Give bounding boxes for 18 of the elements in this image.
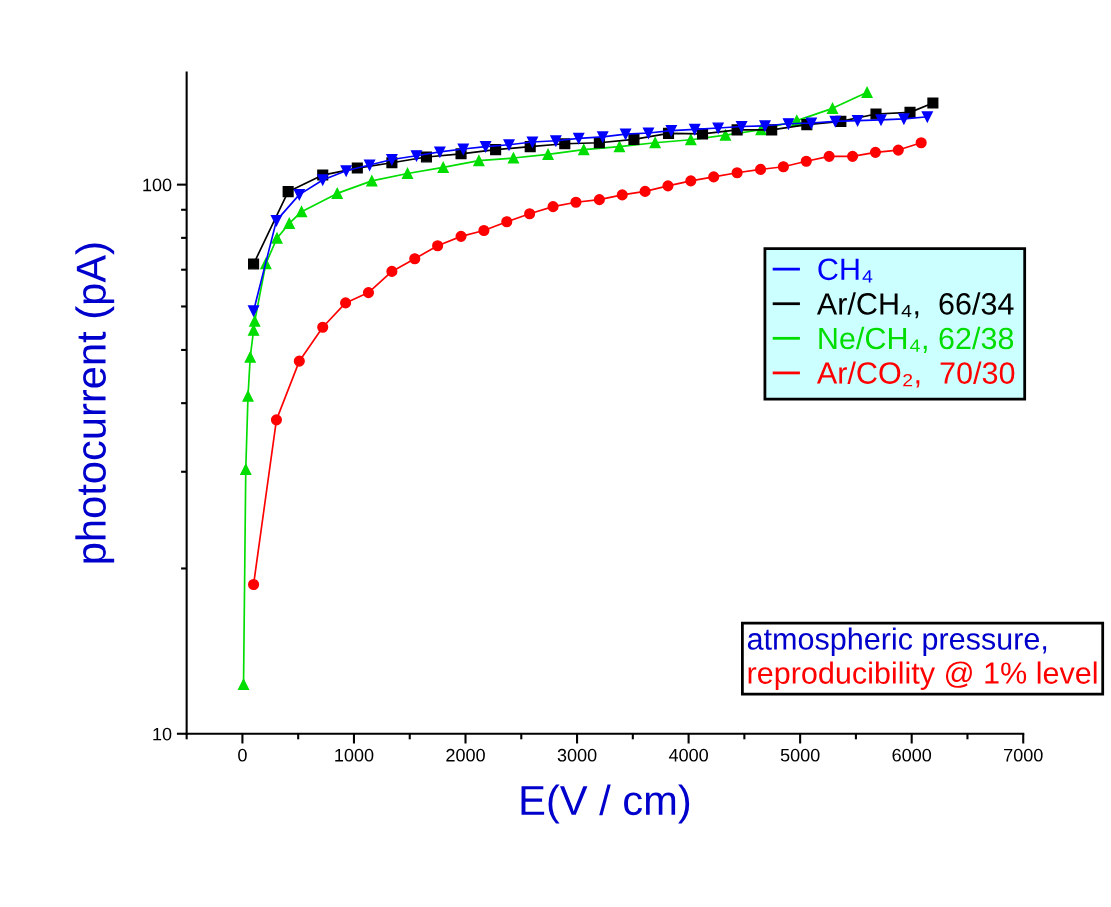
annotation: atmospheric pressure,	[747, 627, 1047, 656]
x-tick-label: 7000	[1004, 748, 1043, 762]
x-tick-label: 6000	[892, 748, 932, 762]
legend-label: Ar/CH₄, 66/34	[816, 292, 1014, 319]
y-tick-label: 100	[143, 178, 172, 192]
legend-label: Ar/CO₂, 70/30	[816, 361, 1015, 388]
y-tick-label: 10	[153, 727, 172, 741]
legend-label: Ne/CH₄, 62/38	[819, 326, 1014, 353]
legend-label: CH₄	[818, 258, 873, 283]
x-tick-label: 1000	[335, 748, 374, 762]
x-tick-label: 3000	[557, 748, 597, 762]
x-tick-label: 5000	[780, 748, 820, 762]
x-axis-title: E(V / cm)	[521, 784, 690, 824]
x-tick-label: 2000	[446, 748, 485, 762]
x-tick-label: 4000	[668, 748, 708, 762]
annotation: reproducibility @ 1% level	[748, 661, 1097, 690]
x-tick-label: 0	[238, 748, 247, 762]
y-axis-title: photocurrent (pA)	[75, 243, 115, 563]
